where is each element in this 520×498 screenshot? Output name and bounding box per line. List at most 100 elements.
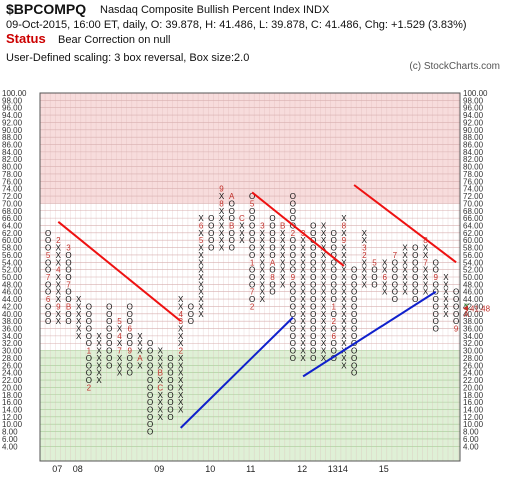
status-text: Bear Correction on null: [58, 34, 171, 46]
y-tick-label-left: 66.00: [2, 214, 23, 223]
x-box: X: [117, 369, 123, 378]
o-box: O: [127, 369, 133, 378]
x-box: X: [402, 266, 408, 275]
o-box: O: [269, 214, 275, 223]
x-box: X: [76, 332, 82, 341]
o-box: O: [351, 295, 357, 304]
o-box: O: [45, 288, 51, 297]
month-marker: 3: [362, 244, 367, 253]
x-box: X: [178, 354, 184, 363]
month-marker: 3: [178, 317, 183, 326]
x-box: X: [219, 221, 225, 230]
month-marker: A: [229, 192, 235, 201]
o-box: O: [167, 413, 173, 422]
o-box: O: [188, 310, 194, 319]
o-box: O: [310, 273, 316, 282]
o-box: O: [208, 229, 214, 238]
o-box: O: [269, 229, 275, 238]
month-marker: 4: [56, 266, 61, 275]
o-box: O: [167, 354, 173, 363]
month-marker: 8: [270, 273, 275, 282]
o-box: O: [65, 288, 71, 297]
x-box: X: [321, 266, 327, 275]
o-box: O: [167, 383, 173, 392]
o-box: O: [331, 280, 337, 289]
x-box: X: [178, 332, 184, 341]
o-box: O: [188, 302, 194, 311]
y-tick-label-right: 56.00: [463, 251, 484, 260]
o-box: O: [412, 244, 418, 253]
x-box: X: [178, 369, 184, 378]
x-box: X: [321, 258, 327, 267]
index-name: Nasdaq Composite Bullish Percent Index I…: [100, 4, 330, 16]
x-box: X: [300, 295, 306, 304]
x-box: X: [402, 244, 408, 253]
o-box: O: [351, 325, 357, 334]
o-box: O: [331, 288, 337, 297]
o-box: O: [147, 339, 153, 348]
month-marker: B: [66, 302, 71, 311]
month-marker: 9: [291, 273, 296, 282]
x-box: X: [76, 325, 82, 334]
y-tick-label-right: 44.00: [463, 295, 484, 304]
x-box: X: [321, 347, 327, 356]
x-box: X: [321, 317, 327, 326]
o-box: O: [331, 229, 337, 238]
o-box: O: [127, 310, 133, 319]
x-box: X: [443, 280, 449, 289]
o-box: O: [147, 420, 153, 429]
y-tick-label-left: 40.00: [2, 310, 23, 319]
x-box: X: [382, 280, 388, 289]
y-tick-label-right: 68.00: [463, 207, 484, 216]
y-tick-label-left: 88.00: [2, 133, 23, 142]
x-box: X: [402, 280, 408, 289]
month-marker: 2: [331, 317, 336, 326]
o-box: O: [290, 258, 296, 267]
o-box: O: [229, 244, 235, 253]
x-box: X: [341, 258, 347, 267]
x-box: X: [198, 295, 204, 304]
o-box: O: [86, 310, 92, 319]
x-box: X: [423, 266, 429, 275]
month-marker: B: [229, 221, 234, 230]
o-box: O: [269, 266, 275, 275]
o-box: O: [167, 398, 173, 407]
o-box: O: [331, 244, 337, 253]
y-tick-label-right: 24.00: [463, 369, 484, 378]
y-tick-label-left: 80.00: [2, 163, 23, 172]
resistance-trendline: [251, 191, 345, 267]
x-box: X: [341, 310, 347, 319]
y-tick-label-right: 40.00: [463, 310, 484, 319]
x-box: X: [321, 251, 327, 260]
y-tick-label-right: 76.00: [463, 177, 484, 186]
x-box: X: [96, 339, 102, 348]
y-tick-label-right: 50.00: [463, 273, 484, 282]
x-box: X: [341, 280, 347, 289]
x-box: X: [321, 280, 327, 289]
o-box: O: [433, 280, 439, 289]
y-tick-label-right: 4.00: [463, 442, 479, 451]
x-box: X: [341, 361, 347, 370]
o-box: O: [269, 221, 275, 230]
month-marker: B: [280, 221, 285, 230]
o-box: O: [167, 391, 173, 400]
o-box: O: [290, 295, 296, 304]
o-box: O: [147, 376, 153, 385]
y-tick-label-left: 8.00: [2, 428, 18, 437]
month-marker: 8: [423, 236, 428, 245]
y-tick-label-right: 12.00: [463, 413, 484, 422]
x-box: X: [423, 273, 429, 282]
x-box: X: [300, 244, 306, 253]
x-box: X: [158, 354, 164, 363]
o-box: O: [331, 236, 337, 245]
y-tick-label-right: 46.00: [463, 288, 484, 297]
month-marker: 9: [454, 325, 459, 334]
y-tick-label-left: 10.00: [2, 420, 23, 429]
x-box: X: [423, 244, 429, 253]
o-box: O: [351, 317, 357, 326]
o-box: O: [290, 244, 296, 253]
y-tick-label-left: 82.00: [2, 155, 23, 164]
x-box: X: [137, 332, 143, 341]
x-box: X: [56, 295, 62, 304]
x-box: X: [341, 229, 347, 238]
